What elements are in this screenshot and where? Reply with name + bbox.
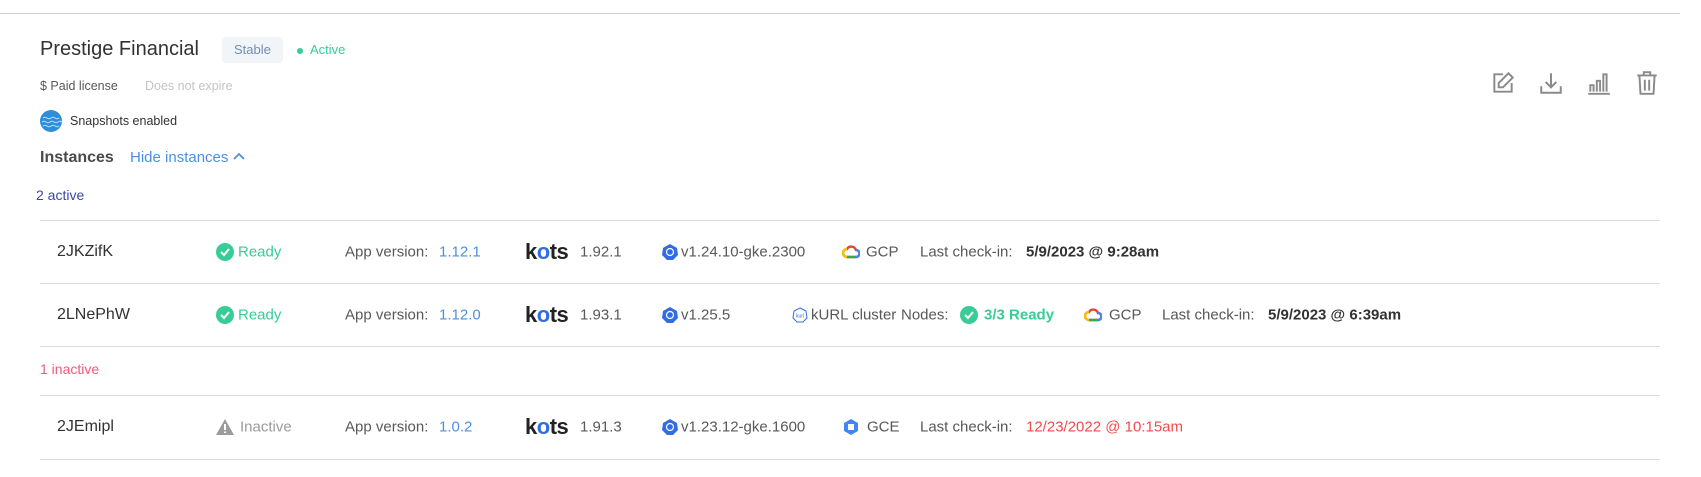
instance-id: 2JEmipl xyxy=(57,418,114,435)
top-divider xyxy=(0,13,1680,14)
instance-status: Inactive xyxy=(240,418,292,436)
app-version-label: App version: xyxy=(345,418,429,436)
instance-row[interactable]: 2JEmipl Inactive App version: 1.0.2 kots… xyxy=(40,396,1660,458)
hide-instances-toggle[interactable]: Hide instances xyxy=(130,149,245,166)
svg-text:kurl: kurl xyxy=(796,314,804,320)
trash-icon[interactable] xyxy=(1634,70,1660,96)
status-badge: Active xyxy=(297,42,345,57)
snapshots-icon xyxy=(40,110,62,132)
gcp-icon xyxy=(842,245,860,259)
instance-status: Ready xyxy=(238,243,282,261)
last-checkin-label: Last check-in: xyxy=(920,243,1013,261)
status-text: Active xyxy=(310,42,346,57)
last-checkin: 5/9/2023 @ 6:39am xyxy=(1268,306,1402,324)
app-version-label: App version: xyxy=(345,306,429,324)
active-group-label: 2 active xyxy=(36,187,85,203)
kubernetes-icon xyxy=(662,419,678,435)
check-circle-icon xyxy=(960,306,978,324)
snapshots-text: Snapshots enabled xyxy=(70,114,178,128)
nodes-ready: 3/3 Ready xyxy=(984,306,1055,324)
kubernetes-version: v1.25.5 xyxy=(681,306,731,324)
app-version[interactable]: 1.12.1 xyxy=(439,243,481,261)
chevron-up-icon xyxy=(232,152,245,160)
instance-id: 2LNePhW xyxy=(57,306,130,323)
license-expiry: Does not expire xyxy=(145,79,233,93)
instance-row[interactable]: 2JKZifK Ready App version: 1.12.1 kots 1… xyxy=(40,221,1660,283)
instance-id: 2JKZifK xyxy=(57,243,114,260)
check-circle-icon xyxy=(216,306,234,324)
gcp-icon xyxy=(1084,308,1102,322)
last-checkin-label: Last check-in: xyxy=(920,418,1013,436)
channel-badge: Stable xyxy=(222,37,283,63)
app-version[interactable]: 1.12.0 xyxy=(439,306,481,324)
kots-version: 1.92.1 xyxy=(580,243,622,261)
hide-instances-label: Hide instances xyxy=(130,149,229,166)
kots-version: 1.91.3 xyxy=(580,418,622,436)
kubernetes-icon xyxy=(662,244,678,260)
check-circle-icon xyxy=(216,243,234,261)
nodes-label: Nodes: xyxy=(901,306,949,324)
cloud-provider: GCP xyxy=(866,243,899,261)
customer-actions xyxy=(1490,70,1660,96)
kots-logo: kots xyxy=(525,414,569,439)
divider xyxy=(40,395,1660,396)
distribution: kURL cluster xyxy=(811,306,897,324)
app-version-label: App version: xyxy=(345,243,429,261)
inactive-group-label: 1 inactive xyxy=(40,361,100,377)
instances-heading: Instances xyxy=(40,149,114,166)
warning-icon xyxy=(216,419,234,435)
customer-name: Prestige Financial xyxy=(40,38,199,60)
status-dot-icon xyxy=(297,47,303,54)
analytics-icon[interactable] xyxy=(1586,70,1612,96)
download-icon[interactable] xyxy=(1538,70,1564,96)
kots-logo: kots xyxy=(525,239,569,264)
divider xyxy=(40,459,1660,460)
edit-icon[interactable] xyxy=(1490,70,1516,96)
kots-version: 1.93.1 xyxy=(580,306,622,324)
cloud-provider: GCP xyxy=(1109,306,1142,324)
divider xyxy=(40,346,1660,347)
kubernetes-version: v1.24.10-gke.2300 xyxy=(681,243,806,261)
instance-status: Ready xyxy=(238,306,282,324)
kurl-icon: kurl xyxy=(792,307,808,323)
last-checkin: 5/9/2023 @ 9:28am xyxy=(1026,243,1160,261)
cloud-provider: GCE xyxy=(867,418,900,436)
gce-icon xyxy=(844,419,858,435)
divider xyxy=(40,220,1660,221)
kubernetes-version: v1.23.12-gke.1600 xyxy=(681,418,806,436)
license-type: $ Paid license xyxy=(40,79,118,93)
divider xyxy=(40,283,1660,284)
app-version[interactable]: 1.0.2 xyxy=(439,418,473,436)
snapshots-status: Snapshots enabled xyxy=(40,110,177,132)
last-checkin: 12/23/2022 @ 10:15am xyxy=(1026,418,1184,436)
last-checkin-label: Last check-in: xyxy=(1162,306,1255,324)
kots-logo: kots xyxy=(525,302,569,327)
instance-row[interactable]: 2LNePhW Ready App version: 1.12.0 kots 1… xyxy=(40,284,1660,346)
kubernetes-icon xyxy=(662,307,678,323)
